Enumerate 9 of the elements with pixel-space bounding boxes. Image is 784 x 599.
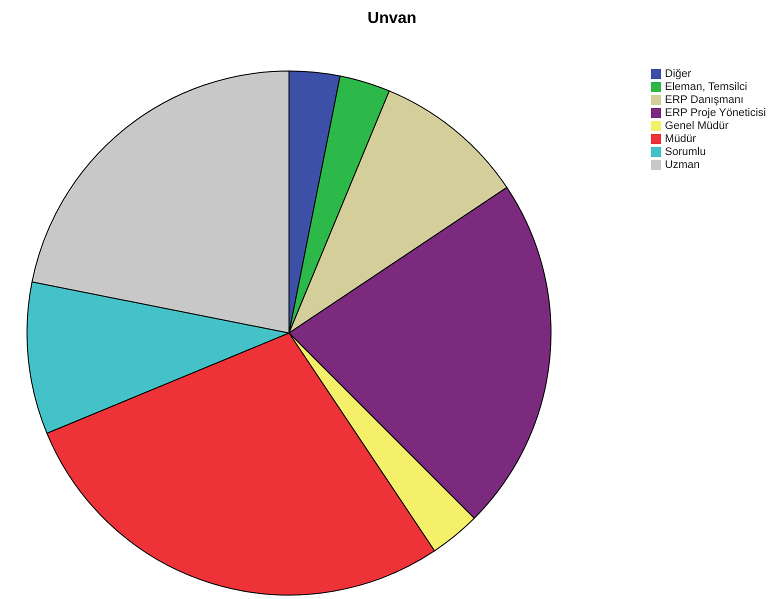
legend-label: Diğer — [664, 68, 692, 80]
chart-title: Unvan — [366, 10, 418, 28]
legend-label: Uzman — [664, 159, 700, 171]
legend-label: ERP Proje Yöneticisi — [664, 107, 766, 119]
legend-label: Sorumlu — [664, 146, 706, 158]
legend-label: Eleman, Temsilci — [664, 81, 748, 93]
legend-label: Genel Müdür — [664, 120, 728, 132]
legend-label: Müdür — [664, 133, 696, 145]
legend-label: ERP Danışmanı — [664, 94, 744, 106]
